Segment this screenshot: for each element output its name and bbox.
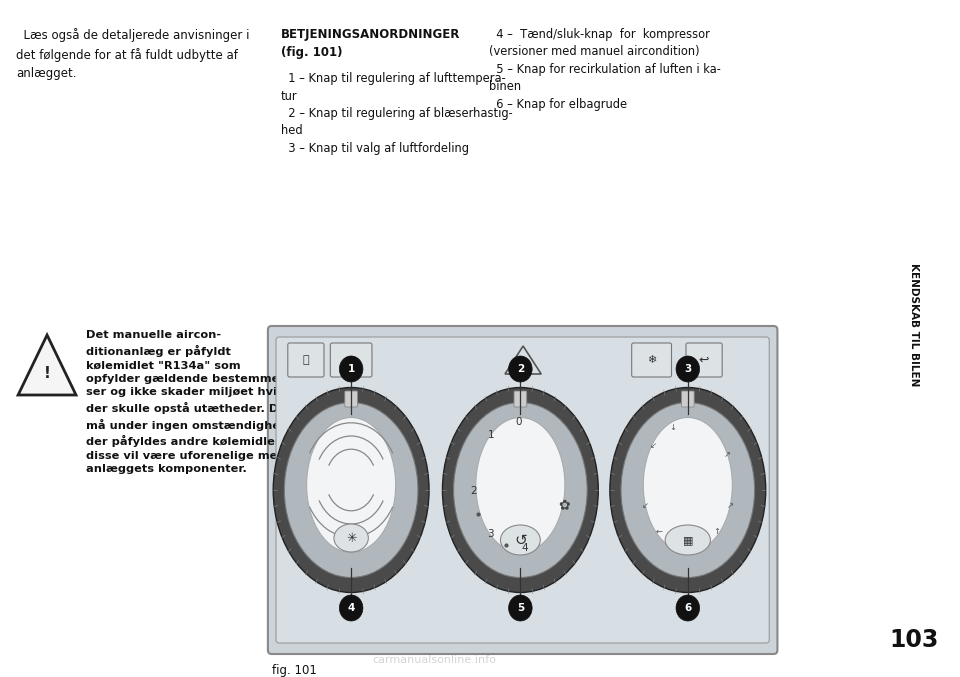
Text: 3: 3 xyxy=(487,529,493,539)
Text: ❄: ❄ xyxy=(647,355,657,365)
Text: 2: 2 xyxy=(516,364,524,374)
Ellipse shape xyxy=(610,387,766,592)
Ellipse shape xyxy=(443,387,598,592)
Text: BETJENINGSANORDNINGER: BETJENINGSANORDNINGER xyxy=(280,28,460,41)
Ellipse shape xyxy=(643,418,732,552)
Text: ↩: ↩ xyxy=(699,353,709,366)
Text: 3 – Knap til valg af luftfordeling: 3 – Knap til valg af luftfordeling xyxy=(280,142,468,155)
Text: !: ! xyxy=(43,366,51,381)
Ellipse shape xyxy=(274,387,429,592)
Ellipse shape xyxy=(665,525,710,555)
Text: 2 – Knap til regulering af blæserhastig-
hed: 2 – Knap til regulering af blæserhastig-… xyxy=(280,107,513,137)
Ellipse shape xyxy=(500,525,540,555)
Text: (fig. 101): (fig. 101) xyxy=(280,46,342,59)
Text: 0: 0 xyxy=(516,416,522,427)
Ellipse shape xyxy=(284,403,418,577)
Text: 1 – Knap til regulering af lufttempera-
tur: 1 – Knap til regulering af lufttempera- … xyxy=(280,72,505,102)
Text: ↓: ↓ xyxy=(669,423,676,432)
Text: 🚗: 🚗 xyxy=(302,355,309,365)
Text: KENDSKAB TIL BILEN: KENDSKAB TIL BILEN xyxy=(909,263,920,387)
FancyBboxPatch shape xyxy=(514,391,527,407)
Text: carmanualsonline.info: carmanualsonline.info xyxy=(372,655,496,665)
Text: 1: 1 xyxy=(488,430,494,440)
Circle shape xyxy=(340,356,363,382)
Text: ↗: ↗ xyxy=(724,450,731,459)
Text: 5: 5 xyxy=(516,603,524,613)
Text: ▦: ▦ xyxy=(683,535,693,545)
Circle shape xyxy=(509,595,532,621)
FancyBboxPatch shape xyxy=(682,391,694,407)
Text: ↙: ↙ xyxy=(650,441,657,450)
Text: 5 – Knap for recirkulation af luften i ka-
binen: 5 – Knap for recirkulation af luften i k… xyxy=(489,63,721,93)
FancyBboxPatch shape xyxy=(686,343,722,377)
Circle shape xyxy=(340,595,363,621)
Text: ⊕: ⊕ xyxy=(346,353,356,366)
Text: ✿: ✿ xyxy=(558,498,569,512)
Text: 1: 1 xyxy=(348,364,355,374)
Text: 4: 4 xyxy=(348,603,355,613)
FancyBboxPatch shape xyxy=(288,343,324,377)
FancyBboxPatch shape xyxy=(276,337,769,643)
Text: ←: ← xyxy=(656,527,662,536)
Text: ↺: ↺ xyxy=(514,533,527,548)
Text: ↑: ↑ xyxy=(713,527,720,536)
Text: 4: 4 xyxy=(521,543,528,553)
Text: 2: 2 xyxy=(470,485,477,496)
Ellipse shape xyxy=(621,403,755,577)
Text: 103: 103 xyxy=(890,628,939,652)
FancyBboxPatch shape xyxy=(345,391,357,407)
Text: 6 – Knap for elbagrude: 6 – Knap for elbagrude xyxy=(489,98,627,111)
FancyBboxPatch shape xyxy=(330,343,372,377)
FancyBboxPatch shape xyxy=(268,326,778,654)
Ellipse shape xyxy=(306,418,396,552)
Ellipse shape xyxy=(453,403,588,577)
Polygon shape xyxy=(18,335,76,395)
Circle shape xyxy=(509,356,532,382)
Text: ✳: ✳ xyxy=(346,531,356,544)
Text: Læs også de detaljerede anvisninger i
det følgende for at få fuldt udbytte af
an: Læs også de detaljerede anvisninger i de… xyxy=(16,28,250,81)
Text: fig. 101: fig. 101 xyxy=(272,664,317,677)
Text: 6: 6 xyxy=(684,603,691,613)
Text: ↙: ↙ xyxy=(642,502,649,510)
Text: 3: 3 xyxy=(684,364,691,374)
FancyBboxPatch shape xyxy=(632,343,671,377)
Circle shape xyxy=(676,595,700,621)
Text: 4 –  Tænd/sluk-knap  for  kompressor
(versioner med manuel aircondition): 4 – Tænd/sluk-knap for kompressor (versi… xyxy=(489,28,709,58)
Ellipse shape xyxy=(334,524,369,552)
Text: Det manuelle aircon-
ditionanlæg er påfyldt
kølemidlet "R134a" som
opfylder gæld: Det manuelle aircon- ditionanlæg er påfy… xyxy=(86,330,300,475)
Ellipse shape xyxy=(476,418,564,552)
Circle shape xyxy=(676,356,700,382)
Text: ↗: ↗ xyxy=(727,502,733,510)
